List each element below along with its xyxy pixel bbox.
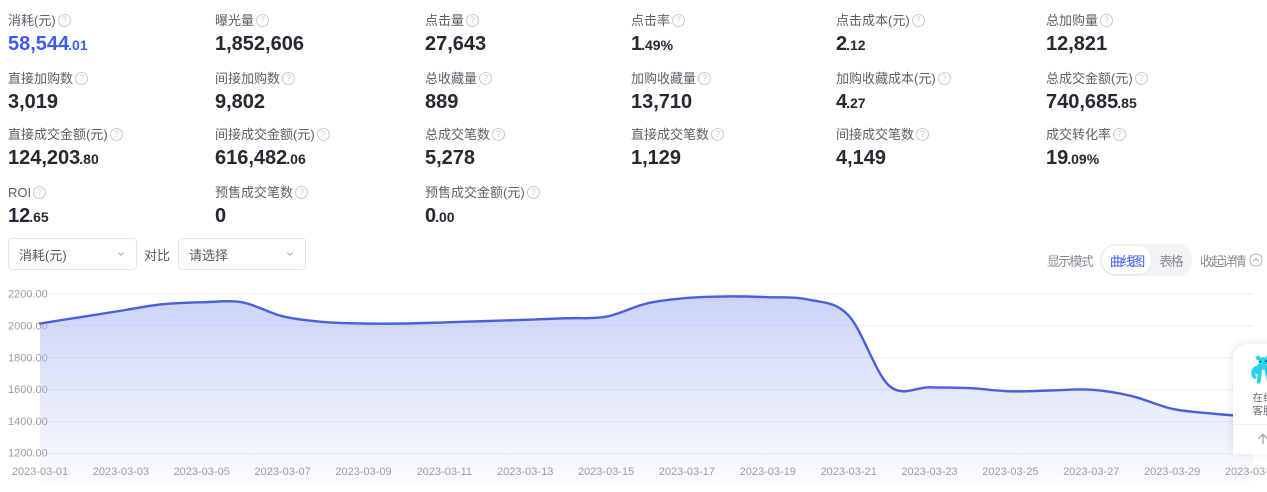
svg-text:2023-03-13: 2023-03-13: [497, 466, 553, 478]
svg-text:2023-03-27: 2023-03-27: [1063, 466, 1119, 478]
svg-text:2023-03-21: 2023-03-21: [821, 466, 877, 478]
svg-text:2023-03-07: 2023-03-07: [254, 466, 310, 478]
svg-text:2023-03-25: 2023-03-25: [982, 466, 1038, 478]
svg-text:2023-03-19: 2023-03-19: [740, 466, 796, 478]
svg-text:2023-03-11: 2023-03-11: [417, 466, 472, 478]
svg-text:2023-03-31: 2023-03-31: [1225, 466, 1267, 478]
svg-text:2023-03-17: 2023-03-17: [659, 466, 715, 478]
svg-text:2023-03-03: 2023-03-03: [93, 466, 149, 478]
svg-text:2023-03-01: 2023-03-01: [12, 466, 68, 478]
svg-text:2023-03-23: 2023-03-23: [901, 466, 957, 478]
svg-text:2200.00: 2200.00: [8, 289, 48, 301]
svg-text:2023-03-05: 2023-03-05: [174, 466, 230, 478]
svg-text:2023-03-29: 2023-03-29: [1144, 466, 1200, 478]
svg-text:2023-03-15: 2023-03-15: [578, 466, 634, 478]
svg-text:2023-03-09: 2023-03-09: [335, 466, 391, 478]
